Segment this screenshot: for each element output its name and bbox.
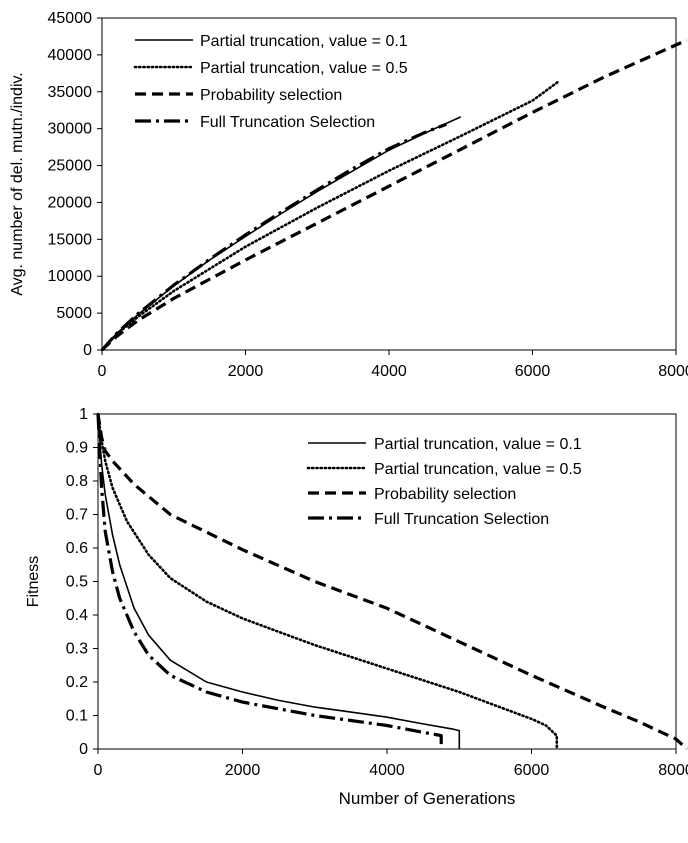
series-line-solid	[97, 413, 461, 749]
legend-label: Partial truncation, value = 0.1	[200, 33, 408, 50]
y-tick-label: 20000	[48, 194, 93, 211]
legend-label: Partial truncation, value = 0.5	[374, 461, 582, 478]
y-tick-label: 45000	[48, 10, 93, 27]
legend-label: Full Truncation Selection	[200, 114, 375, 131]
series-line-dashed	[96, 413, 688, 751]
y-tick-label: 5000	[56, 305, 92, 322]
y-tick-label: 0.8	[66, 473, 88, 490]
y-axis-label: Fitness	[25, 556, 42, 608]
x-tick-label: 0	[94, 762, 103, 779]
y-tick-label: 0.9	[66, 440, 88, 457]
y-tick-label: 40000	[48, 47, 93, 64]
y-tick-label: 0.1	[66, 708, 88, 725]
y-tick-label: 35000	[48, 84, 93, 101]
x-tick-label: 8000	[658, 363, 688, 380]
x-tick-label: 0	[98, 363, 107, 380]
y-tick-label: 0.3	[66, 641, 88, 658]
x-tick-label: 4000	[371, 363, 407, 380]
y-tick-label: 0	[79, 741, 88, 758]
series-line-solid	[101, 116, 462, 351]
y-tick-label: 10000	[48, 268, 93, 285]
legend-label: Partial truncation, value = 0.1	[374, 436, 582, 453]
series-line-dotted	[96, 412, 559, 751]
x-tick-label: 6000	[514, 762, 550, 779]
series-line-dashed	[100, 38, 688, 352]
x-tick-label: 8000	[658, 762, 688, 779]
y-tick-label: 0.4	[66, 607, 88, 624]
y-axis-label: Avg. number of del. mutn./indiv.	[9, 72, 26, 296]
y-tick-label: 0.2	[66, 674, 88, 691]
legend-label: Probability selection	[374, 486, 516, 503]
y-tick-label: 0.5	[66, 574, 88, 591]
y-tick-label: 15000	[48, 231, 93, 248]
x-tick-label: 4000	[369, 762, 405, 779]
y-tick-label: 25000	[48, 158, 93, 175]
series-line-dashdot	[96, 413, 443, 749]
fitness-chart: 0 0.1 0.2 0.3 0.4 0.5 0.6 0.7 0.8 0.9 1 0 2000 4000 60…	[25, 406, 688, 808]
y-tick-label: 0.6	[66, 540, 88, 557]
legend-label: Full Truncation Selection	[374, 511, 549, 528]
mutations-chart: 0500010000150002000025000300003500040000…	[9, 10, 688, 380]
y-tick-label: 0	[83, 342, 92, 359]
y-tick-label: 30000	[48, 121, 93, 138]
x-tick-label: 2000	[225, 762, 261, 779]
x-axis-label: Number of Generations	[339, 789, 516, 808]
series-line-dashdot	[100, 122, 447, 352]
y-tick-label: 0.7	[66, 507, 88, 524]
y-tick-label: 1	[79, 406, 88, 423]
x-tick-label: 2000	[228, 363, 264, 380]
legend-label: Probability selection	[200, 87, 342, 104]
legend-label: Partial truncation, value = 0.5	[200, 60, 408, 77]
x-tick-label: 6000	[515, 363, 551, 380]
